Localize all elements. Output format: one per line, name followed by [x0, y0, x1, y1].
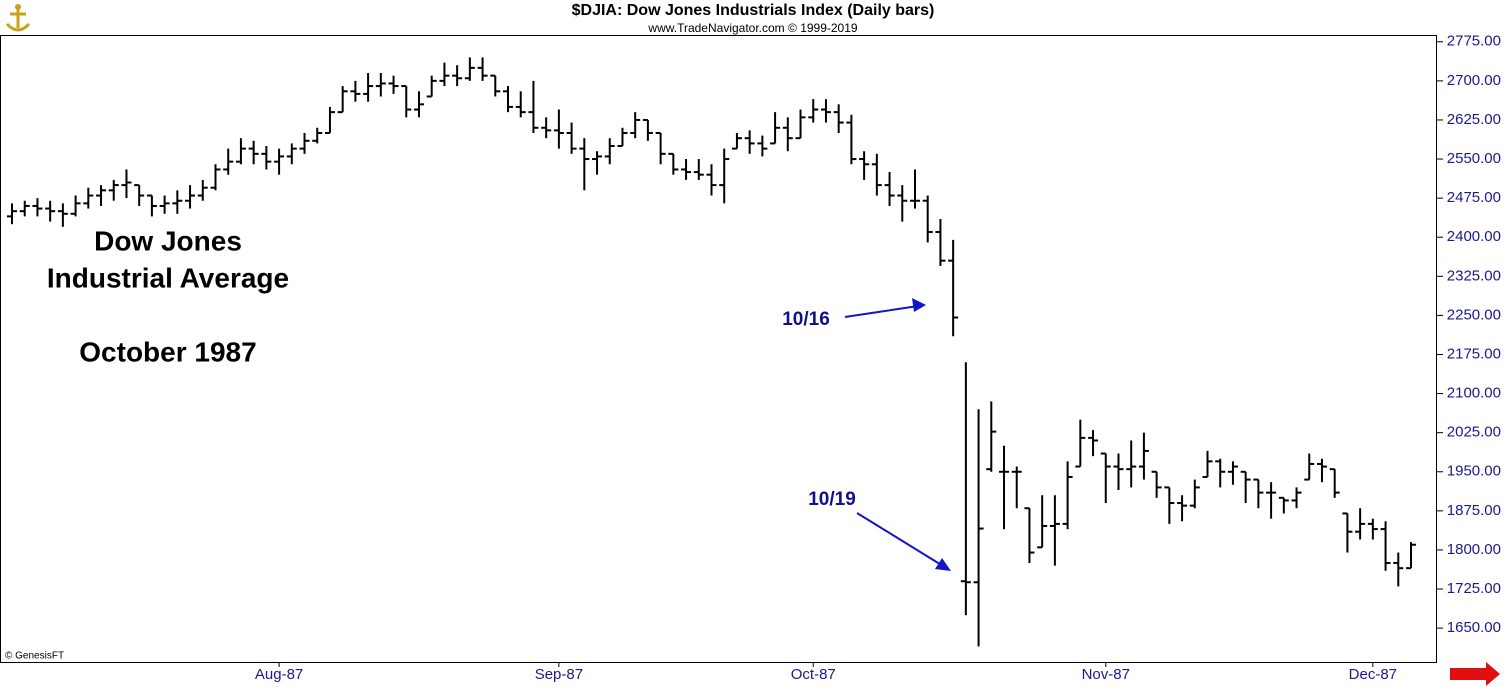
scroll-arrow[interactable]: [1450, 662, 1500, 686]
x-tick-label: Nov-87: [1082, 666, 1130, 683]
y-tick-label: 2475.00: [1447, 189, 1501, 206]
annotation: 10/16: [782, 309, 830, 330]
chart-subtitle: www.TradeNavigator.com © 1999-2019: [647, 21, 857, 35]
x-tick-label: Aug-87: [255, 666, 303, 683]
y-tick-label: 2775.00: [1447, 33, 1501, 50]
logo: [5, 4, 31, 32]
y-tick-label: 2400.00: [1447, 228, 1501, 245]
plot-frame: [0, 35, 1437, 663]
x-tick-label: Sep-87: [535, 666, 583, 683]
y-tick-label: 2700.00: [1447, 72, 1501, 89]
y-tick-label: 2550.00: [1447, 150, 1501, 167]
x-tick-label: Dec-87: [1349, 666, 1397, 683]
annotation: October 1987: [79, 336, 256, 367]
y-tick-label: 2175.00: [1447, 345, 1501, 362]
y-tick-label: 2250.00: [1447, 306, 1501, 323]
y-tick-label: 2100.00: [1447, 385, 1501, 402]
annotation: Industrial Average: [47, 262, 289, 293]
copyright: © GenesisFT: [5, 651, 64, 662]
y-tick-label: 1725.00: [1447, 580, 1501, 597]
y-tick-label: 1800.00: [1447, 541, 1501, 558]
annotation: 10/19: [808, 489, 856, 510]
y-tick-label: 2625.00: [1447, 111, 1501, 128]
y-tick-label: 2025.00: [1447, 424, 1501, 441]
y-tick-label: 2325.00: [1447, 267, 1501, 284]
chart-title: $DJIA: Dow Jones Industrials Index (Dail…: [572, 2, 935, 19]
annotation-arrow: [844, 298, 951, 571]
annotation: Dow Jones: [94, 225, 242, 256]
y-tick-label: 1875.00: [1447, 502, 1501, 519]
y-tick-label: 1650.00: [1447, 619, 1501, 636]
y-tick-label: 1950.00: [1447, 463, 1501, 480]
x-tick-label: Oct-87: [791, 666, 836, 683]
